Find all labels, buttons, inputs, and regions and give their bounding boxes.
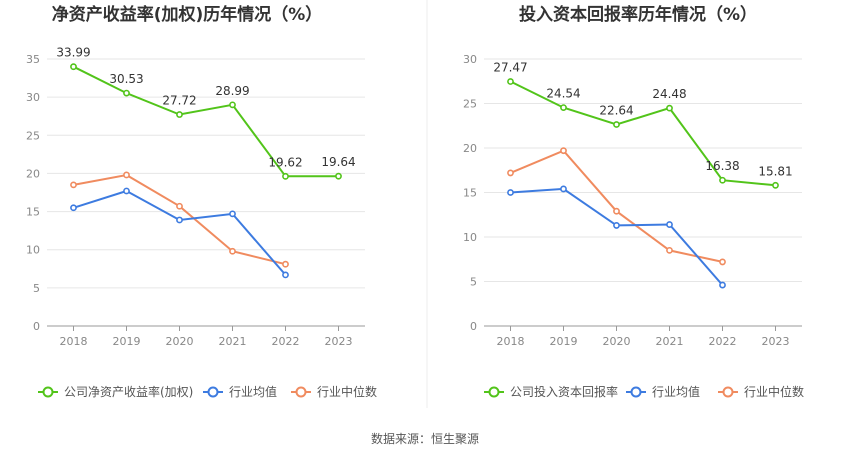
x-tick-label: 2021 xyxy=(219,335,247,348)
y-tick-label: 5 xyxy=(470,276,477,289)
legend-item[interactable]: 行业均值 xyxy=(203,384,277,399)
data-point xyxy=(560,185,567,193)
data-point xyxy=(613,121,620,128)
data-point xyxy=(229,210,236,218)
legend-item[interactable]: 公司净资产收益率(加权) xyxy=(38,384,193,399)
legend-label: 行业中位数 xyxy=(317,384,377,399)
x-tick-label: 2018 xyxy=(60,335,88,348)
data-point xyxy=(719,176,726,184)
series-line xyxy=(510,80,776,187)
legend-label: 行业均值 xyxy=(229,384,277,399)
legend-label: 公司净资产收益率(加权) xyxy=(64,384,193,399)
legend-item[interactable]: 行业中位数 xyxy=(291,384,377,399)
x-tick-label: 2022 xyxy=(272,335,300,348)
data-point xyxy=(507,169,514,177)
legend-swatch-marker xyxy=(488,386,500,398)
x-tick-label: 2018 xyxy=(497,335,525,348)
data-label: 27.72 xyxy=(162,94,196,108)
legend-item[interactable]: 公司投入资本回报率 xyxy=(484,384,618,399)
y-tick-label: 30 xyxy=(26,91,40,104)
data-point xyxy=(123,187,130,195)
x-tick-label: 2023 xyxy=(325,335,353,348)
y-tick-label: 15 xyxy=(26,206,40,219)
y-tick-label: 10 xyxy=(463,231,477,244)
data-label: 33.99 xyxy=(56,46,90,60)
x-tick-label: 2019 xyxy=(113,335,141,348)
x-tick-label: 2020 xyxy=(166,335,194,348)
data-point xyxy=(282,172,289,180)
data-point xyxy=(123,171,130,179)
legend-item[interactable]: 行业均值 xyxy=(626,384,700,399)
y-tick-label: 20 xyxy=(26,167,40,180)
data-point xyxy=(507,189,514,196)
data-source: 数据来源：恒生聚源 xyxy=(371,431,479,446)
data-point xyxy=(560,104,567,111)
legend-label: 行业中位数 xyxy=(744,384,804,399)
data-point xyxy=(335,172,342,180)
data-point xyxy=(666,246,673,254)
legend-label: 行业均值 xyxy=(652,384,700,399)
data-point xyxy=(282,271,289,279)
y-tick-label: 0 xyxy=(33,320,40,333)
data-point xyxy=(666,221,673,228)
data-point xyxy=(176,111,183,118)
x-tick-label: 2023 xyxy=(762,335,790,348)
chart-title: 净资产收益率(加权)历年情况（%） xyxy=(52,4,323,25)
data-point xyxy=(613,222,620,229)
legend-swatch-marker xyxy=(295,386,307,398)
data-point xyxy=(560,147,567,155)
data-label: 16.38 xyxy=(705,159,739,173)
data-point xyxy=(70,204,77,212)
y-tick-label: 20 xyxy=(463,142,477,155)
data-label: 19.64 xyxy=(321,155,355,169)
data-point xyxy=(229,247,236,255)
y-tick-label: 30 xyxy=(463,53,477,66)
y-tick-label: 0 xyxy=(470,320,477,333)
legend-swatch-marker xyxy=(722,386,734,398)
y-tick-label: 25 xyxy=(463,98,477,111)
x-tick-label: 2020 xyxy=(603,335,631,348)
data-point xyxy=(176,216,183,224)
series-line xyxy=(510,149,723,263)
x-tick-label: 2021 xyxy=(656,335,684,348)
data-point xyxy=(772,181,779,189)
legend-swatch-marker xyxy=(207,386,219,398)
chart-title: 投入资本回报率历年情况（%） xyxy=(519,4,757,25)
data-label: 30.53 xyxy=(109,72,143,86)
series-line xyxy=(73,65,339,178)
data-label: 15.81 xyxy=(758,164,792,178)
legend-swatch-marker xyxy=(630,386,642,398)
x-tick-label: 2022 xyxy=(709,335,737,348)
data-point xyxy=(176,202,183,210)
data-label: 24.48 xyxy=(652,87,686,101)
data-point xyxy=(613,207,620,215)
legend-item[interactable]: 行业中位数 xyxy=(718,384,804,399)
roic-chart: 投入资本回报率历年情况（%） 0 5 10 15 20 25 30 2018 2019 2020 2… xyxy=(463,4,804,399)
data-point xyxy=(666,104,673,112)
data-point xyxy=(229,101,236,109)
data-label: 22.64 xyxy=(599,104,633,118)
legend-swatch-marker xyxy=(42,386,54,398)
data-point xyxy=(719,281,726,289)
data-label: 28.99 xyxy=(215,84,249,98)
data-point xyxy=(70,63,77,71)
x-tick-label: 2019 xyxy=(550,335,578,348)
legend-label: 公司投入资本回报率 xyxy=(510,384,618,399)
data-point xyxy=(719,258,726,266)
data-label: 24.54 xyxy=(546,87,580,101)
y-tick-label: 35 xyxy=(26,53,40,66)
data-label: 27.47 xyxy=(493,61,527,75)
roe-chart: 净资产收益率(加权)历年情况（%） 0 5 10 15 20 25 30 35 2018 2019… xyxy=(26,4,377,399)
data-point xyxy=(123,89,130,97)
y-tick-label: 25 xyxy=(26,129,40,142)
data-label: 19.62 xyxy=(268,155,302,169)
data-point xyxy=(282,260,289,268)
data-point xyxy=(70,181,77,189)
y-tick-label: 5 xyxy=(33,282,40,295)
data-point xyxy=(507,78,514,85)
y-tick-label: 10 xyxy=(26,244,40,257)
y-tick-label: 15 xyxy=(463,187,477,200)
